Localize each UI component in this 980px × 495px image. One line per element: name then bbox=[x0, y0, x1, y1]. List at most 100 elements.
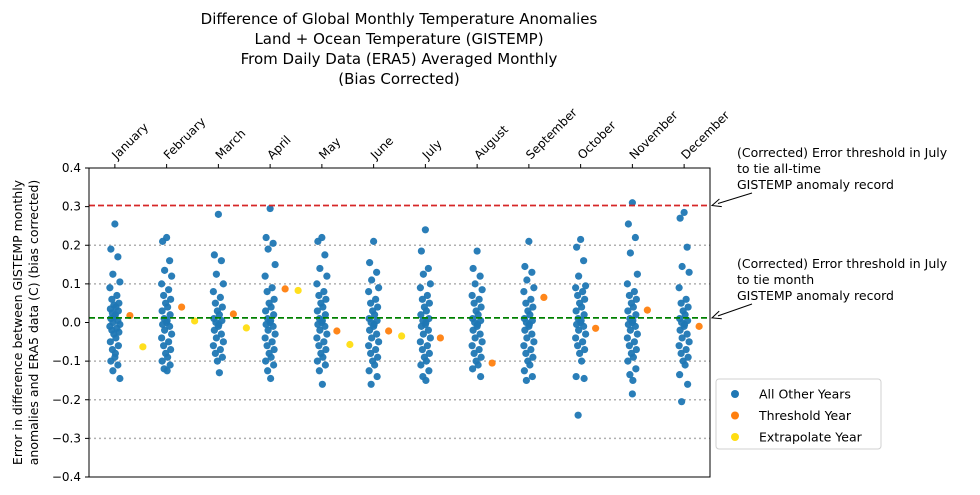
data-point bbox=[477, 353, 485, 361]
data-point bbox=[632, 311, 640, 319]
data-point bbox=[160, 342, 168, 350]
data-point bbox=[520, 367, 528, 375]
data-point bbox=[164, 303, 172, 311]
data-point bbox=[323, 272, 331, 280]
data-point bbox=[626, 326, 634, 334]
data-point bbox=[262, 307, 270, 315]
data-point bbox=[374, 353, 382, 361]
data-point bbox=[592, 324, 600, 332]
data-point bbox=[423, 342, 431, 350]
data-point bbox=[158, 280, 166, 288]
data-point bbox=[114, 361, 122, 369]
data-point bbox=[159, 237, 167, 245]
data-point bbox=[473, 247, 481, 255]
data-point bbox=[425, 349, 433, 357]
data-point bbox=[365, 367, 373, 375]
data-point bbox=[580, 322, 588, 330]
title-line: Land + Ocean Temperature (GISTEMP) bbox=[254, 30, 543, 48]
data-point bbox=[321, 311, 329, 319]
data-point bbox=[268, 284, 276, 292]
data-point bbox=[632, 365, 640, 373]
legend-label: Extrapolate Year bbox=[759, 430, 863, 445]
data-point bbox=[522, 376, 530, 385]
data-point bbox=[574, 291, 582, 300]
data-point bbox=[572, 334, 580, 342]
data-point bbox=[165, 286, 173, 294]
data-point bbox=[469, 264, 477, 273]
legend-label: All Other Years bbox=[759, 387, 851, 402]
data-point bbox=[168, 330, 176, 338]
data-point bbox=[418, 295, 426, 303]
data-point bbox=[315, 367, 323, 375]
x-tick-label: February bbox=[161, 115, 209, 163]
data-point bbox=[114, 342, 122, 350]
data-point bbox=[346, 340, 354, 349]
annotation-arrow bbox=[717, 192, 753, 204]
x-axis: January February March April May June July Augu… bbox=[108, 105, 732, 168]
data-point bbox=[522, 299, 530, 307]
data-point bbox=[522, 349, 530, 357]
threshold-annotation-line: to tie month bbox=[737, 272, 814, 287]
data-point bbox=[316, 326, 324, 334]
data-point bbox=[209, 342, 217, 350]
data-point bbox=[423, 291, 431, 300]
data-point bbox=[426, 334, 434, 342]
data-point bbox=[211, 349, 219, 357]
y-axis-label-line: Error in difference between GISTEMP mont… bbox=[10, 179, 25, 465]
data-point bbox=[321, 361, 329, 369]
data-point bbox=[367, 349, 375, 357]
data-point bbox=[624, 320, 632, 329]
data-point bbox=[416, 284, 424, 292]
data-point bbox=[375, 284, 383, 292]
data-point bbox=[530, 338, 538, 346]
data-point bbox=[421, 226, 429, 234]
data-point bbox=[681, 311, 689, 319]
data-point bbox=[313, 280, 321, 288]
data-point bbox=[365, 342, 373, 350]
x-tick-label: November bbox=[627, 108, 681, 162]
data-point bbox=[167, 345, 175, 354]
data-point bbox=[270, 295, 278, 303]
data-point bbox=[579, 338, 587, 346]
data-point bbox=[370, 237, 378, 245]
data-point bbox=[367, 380, 375, 388]
data-point bbox=[577, 235, 585, 244]
title-line: Difference of Global Monthly Temperature… bbox=[201, 10, 598, 28]
data-point bbox=[626, 249, 634, 257]
data-point bbox=[268, 338, 276, 346]
annotation-arrow bbox=[717, 303, 753, 317]
data-point bbox=[166, 361, 174, 369]
data-point bbox=[422, 307, 430, 315]
title-line: (Bias Corrected) bbox=[338, 70, 459, 88]
data-point bbox=[526, 361, 534, 369]
data-point bbox=[425, 299, 433, 307]
annotation-arrowhead bbox=[710, 198, 722, 208]
data-point bbox=[526, 311, 534, 319]
data-point bbox=[219, 280, 227, 288]
threshold-annotations: (Corrected) Error threshold in July to t… bbox=[710, 145, 948, 320]
data-point bbox=[572, 307, 580, 315]
data-point bbox=[424, 326, 432, 334]
data-point bbox=[262, 233, 270, 242]
data-point bbox=[266, 204, 274, 213]
data-point bbox=[323, 330, 331, 338]
data-point bbox=[270, 311, 278, 319]
data-point bbox=[574, 342, 582, 350]
data-point bbox=[419, 330, 427, 338]
data-point bbox=[471, 334, 479, 342]
data-point bbox=[624, 220, 632, 228]
data-point bbox=[477, 372, 485, 381]
data-point bbox=[367, 299, 375, 307]
data-point bbox=[573, 320, 581, 329]
data-point bbox=[385, 327, 393, 335]
data-point bbox=[215, 369, 223, 377]
data-point bbox=[270, 361, 278, 369]
data-point bbox=[527, 345, 535, 354]
data-point bbox=[684, 380, 692, 388]
data-point bbox=[575, 272, 583, 280]
data-point bbox=[475, 295, 483, 303]
data-point bbox=[168, 272, 176, 280]
data-point bbox=[139, 343, 147, 351]
data-point bbox=[528, 268, 536, 276]
data-point bbox=[527, 295, 535, 303]
